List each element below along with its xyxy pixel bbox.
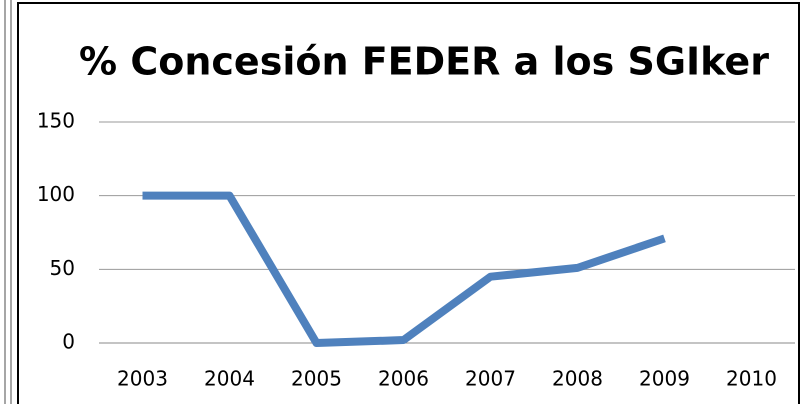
x-tick-label: 2004 — [204, 367, 255, 391]
x-tick-label: 2008 — [552, 367, 603, 391]
x-tick-label: 2010 — [726, 367, 777, 391]
x-tick-label: 2003 — [117, 367, 168, 391]
y-tick-label: 50 — [50, 256, 75, 280]
chart-title: % Concesión FEDER a los SGIker — [79, 40, 769, 84]
y-tick-label: 150 — [37, 109, 75, 133]
x-tick-label: 2006 — [378, 367, 429, 391]
y-tick-label: 100 — [37, 182, 75, 206]
y-tick-label: 0 — [62, 330, 75, 354]
x-tick-label: 2005 — [291, 367, 342, 391]
chart-frame — [17, 2, 800, 404]
x-tick-label: 2007 — [465, 367, 516, 391]
x-tick-label: 2009 — [639, 367, 690, 391]
data-line — [142, 191, 666, 347]
